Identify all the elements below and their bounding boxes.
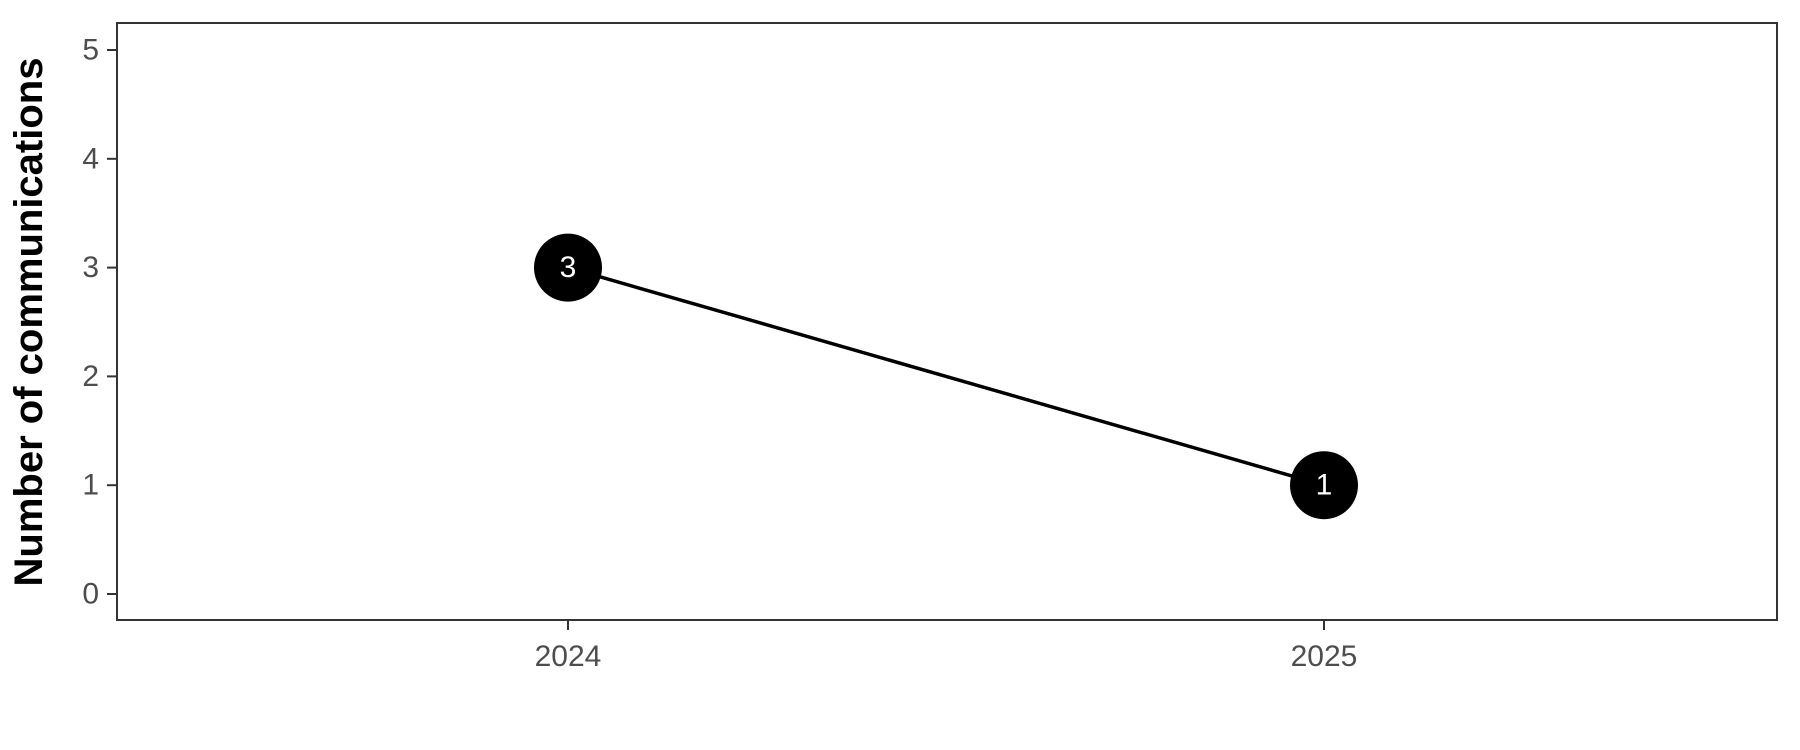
x-axis: 2024 2025 <box>535 620 1358 673</box>
y-tick-label: 0 <box>82 578 99 611</box>
y-tick-label: 4 <box>82 142 99 175</box>
y-axis: 0 1 2 3 4 5 <box>82 34 117 611</box>
data-label: 3 <box>560 251 577 284</box>
series-line <box>567 265 1325 487</box>
x-tick-label: 2025 <box>1291 640 1358 673</box>
panel-border <box>116 22 1778 621</box>
data-label: 1 <box>1316 469 1333 502</box>
data-point <box>534 233 602 302</box>
y-tick-label: 2 <box>82 360 99 393</box>
y-tick-label: 1 <box>82 469 99 502</box>
y-tick-label: 5 <box>82 34 99 67</box>
x-tick-label: 2024 <box>535 640 602 673</box>
y-axis-title: Number of communications <box>7 58 51 587</box>
data-point <box>1290 451 1358 520</box>
y-tick-label: 3 <box>82 251 99 284</box>
series-layer: 31 <box>534 233 1358 520</box>
